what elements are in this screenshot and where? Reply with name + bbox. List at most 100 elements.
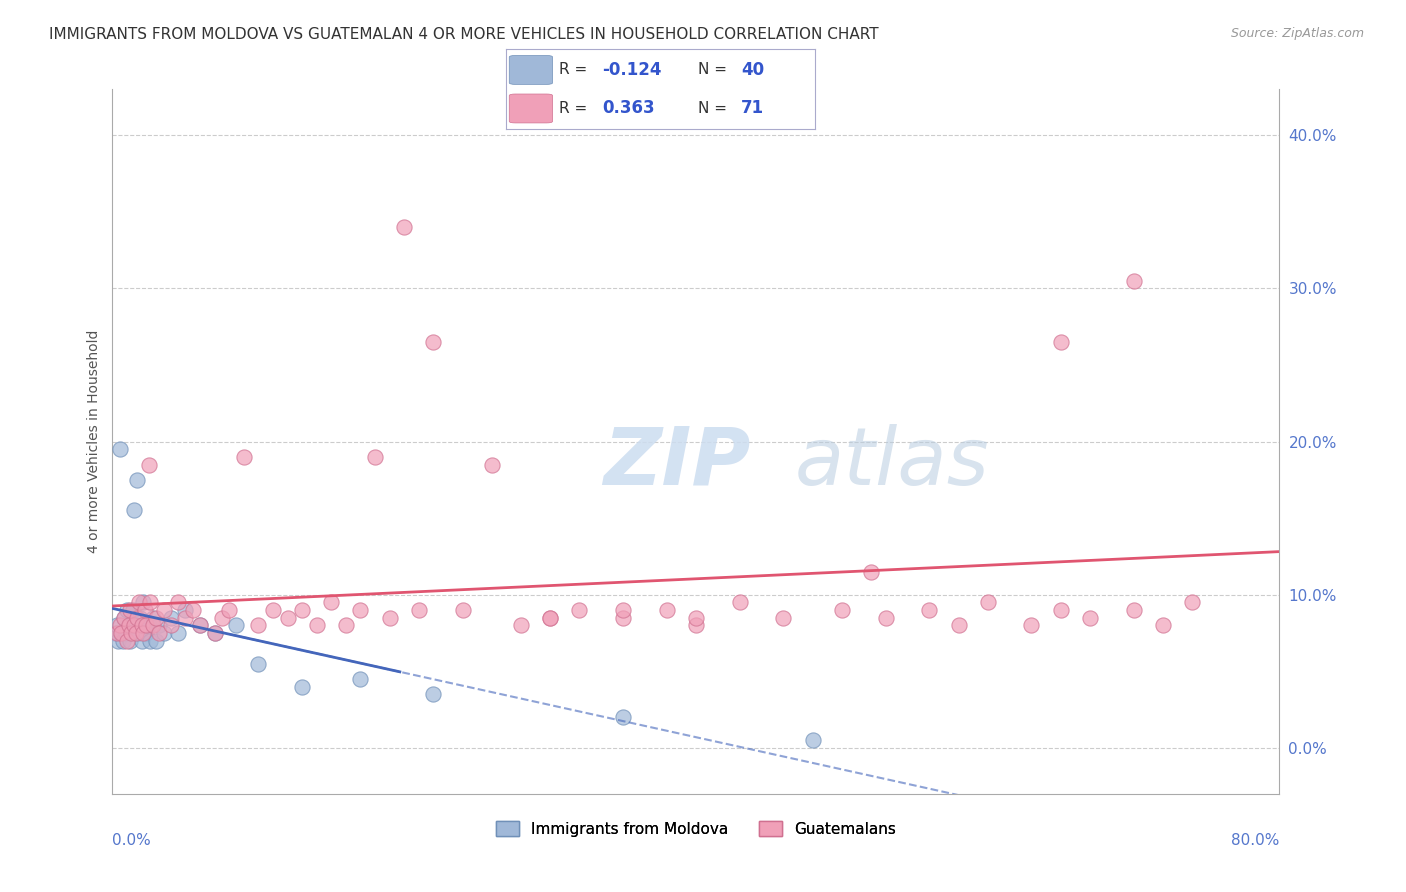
FancyBboxPatch shape: [509, 55, 553, 85]
Point: [247, 618, 270, 632]
Text: 40: 40: [741, 61, 765, 78]
Text: 80.0%: 80.0%: [1232, 832, 1279, 847]
Point: [122, 603, 145, 617]
Point: [114, 626, 136, 640]
Point: [138, 618, 160, 632]
Point: [612, 610, 634, 624]
Point: [948, 618, 970, 632]
Point: [211, 610, 233, 624]
Point: [142, 618, 165, 632]
Text: R =: R =: [558, 101, 592, 116]
Point: [131, 618, 153, 632]
Point: [801, 733, 824, 747]
Point: [129, 610, 152, 624]
Point: [277, 610, 299, 624]
FancyBboxPatch shape: [509, 94, 553, 123]
Point: [188, 618, 211, 632]
Point: [291, 603, 314, 617]
Point: [160, 618, 183, 632]
Point: [152, 626, 174, 640]
Point: [167, 626, 190, 640]
Point: [1152, 618, 1174, 632]
Point: [1078, 610, 1101, 624]
Point: [321, 595, 343, 609]
Point: [831, 603, 853, 617]
Text: Source: ZipAtlas.com: Source: ZipAtlas.com: [1230, 27, 1364, 40]
Point: [422, 687, 444, 701]
Point: [204, 626, 226, 640]
Point: [110, 626, 132, 640]
Text: N =: N =: [697, 101, 731, 116]
Text: 0.0%: 0.0%: [112, 832, 152, 847]
Point: [225, 618, 247, 632]
Point: [204, 626, 226, 640]
Point: [139, 633, 162, 648]
Point: [167, 595, 190, 609]
Point: [145, 610, 167, 624]
Point: [124, 503, 146, 517]
Point: [612, 603, 634, 617]
Point: [117, 618, 139, 632]
Point: [148, 618, 170, 632]
Point: [408, 603, 430, 617]
Point: [127, 610, 149, 624]
Point: [112, 610, 135, 624]
Point: [918, 603, 941, 617]
Point: [108, 442, 131, 457]
Text: -0.124: -0.124: [602, 61, 662, 78]
Y-axis label: 4 or more Vehicles in Household: 4 or more Vehicles in Household: [87, 330, 101, 553]
Point: [120, 626, 142, 640]
Point: [247, 657, 270, 671]
Text: N =: N =: [697, 62, 731, 78]
Point: [132, 595, 155, 609]
Point: [124, 618, 146, 632]
Point: [111, 633, 134, 648]
Point: [1122, 274, 1144, 288]
Text: IMMIGRANTS FROM MOLDOVA VS GUATEMALAN 4 OR MORE VEHICLES IN HOUSEHOLD CORRELATIO: IMMIGRANTS FROM MOLDOVA VS GUATEMALAN 4 …: [49, 27, 879, 42]
Point: [120, 618, 142, 632]
Point: [1049, 603, 1071, 617]
Point: [117, 618, 139, 632]
Point: [772, 610, 794, 624]
Point: [728, 595, 751, 609]
Text: R =: R =: [558, 62, 592, 78]
Point: [107, 633, 129, 648]
Point: [305, 618, 328, 632]
Point: [125, 626, 148, 640]
Point: [105, 626, 128, 640]
Point: [104, 626, 127, 640]
Point: [135, 618, 157, 632]
Point: [174, 610, 197, 624]
Point: [188, 618, 211, 632]
Point: [115, 603, 138, 617]
Point: [1181, 595, 1204, 609]
Point: [134, 618, 156, 632]
Point: [118, 633, 141, 648]
Point: [538, 610, 561, 624]
Point: [378, 610, 401, 624]
Point: [115, 633, 138, 648]
Point: [128, 595, 150, 609]
Point: [218, 603, 240, 617]
Point: [538, 610, 561, 624]
Point: [138, 458, 160, 472]
Point: [422, 334, 444, 349]
Point: [112, 610, 135, 624]
Point: [655, 603, 678, 617]
Point: [976, 595, 998, 609]
Point: [134, 603, 156, 617]
Point: [875, 610, 897, 624]
Point: [568, 603, 591, 617]
Text: 0.363: 0.363: [602, 100, 655, 118]
Point: [1021, 618, 1043, 632]
Point: [160, 610, 183, 624]
Point: [291, 680, 314, 694]
Point: [132, 626, 155, 640]
Point: [135, 626, 157, 640]
Point: [349, 603, 371, 617]
Point: [364, 450, 387, 464]
Point: [612, 710, 634, 724]
Point: [148, 626, 170, 640]
Point: [145, 633, 167, 648]
Point: [108, 618, 131, 632]
